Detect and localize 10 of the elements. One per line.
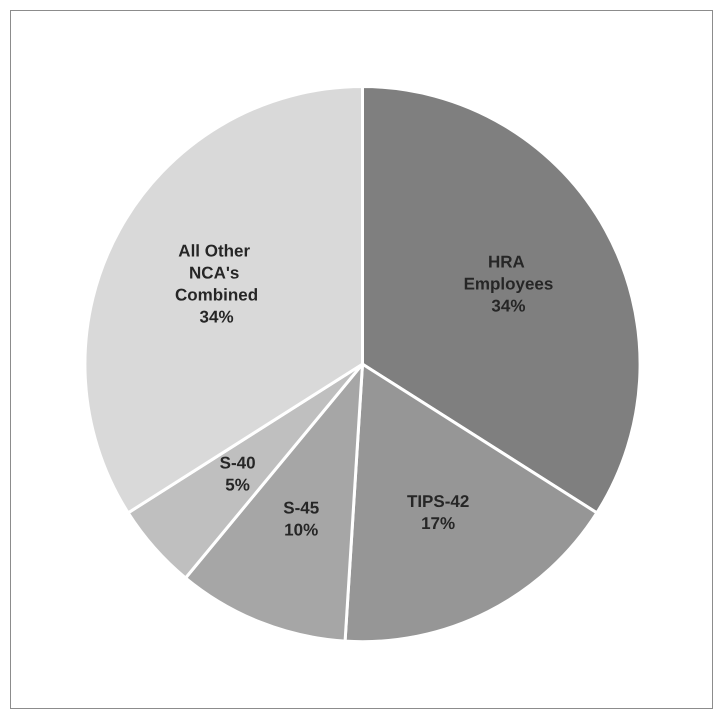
data-label: 17% [421,514,456,534]
data-label: 10% [284,520,318,540]
data-label: 34% [491,296,526,316]
slice-label: S-45 [283,498,320,518]
slice-label: All Other NCA's Combined [174,241,258,304]
data-label: 34% [200,307,234,326]
slice-label: HRA Employees [464,252,554,294]
slice-label: S-40 [220,454,256,473]
slice-label: TIPS-42 [406,492,470,512]
data-label: 5% [225,476,250,495]
